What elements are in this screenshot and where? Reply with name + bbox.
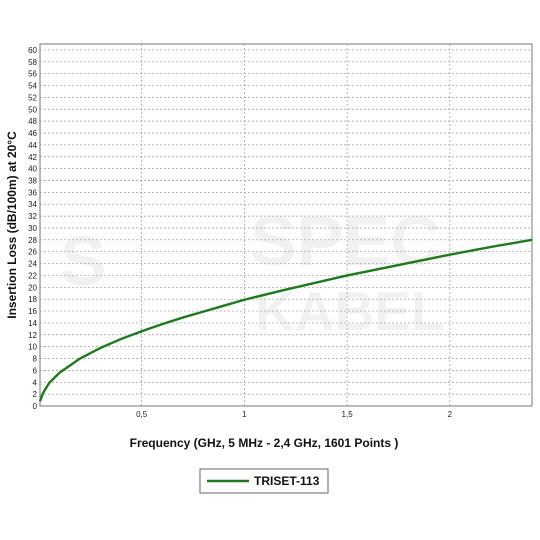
y-tick-label: 52 bbox=[28, 93, 37, 102]
y-tick-label: 18 bbox=[28, 295, 37, 304]
x-tick-label: 2 bbox=[448, 410, 453, 419]
x-tick-labels: 0,5 1 1,5 2 bbox=[136, 410, 452, 419]
svg-text:SPEC: SPEC bbox=[250, 202, 441, 280]
x-tick-label: 1 bbox=[242, 410, 247, 419]
x-tick-label: 0,5 bbox=[136, 410, 148, 419]
plot-area bbox=[39, 43, 533, 407]
y-tick-label: 0 bbox=[33, 402, 38, 411]
x-axis-title: Frequency (GHz, 5 MHz - 2,4 GHz, 1601 Po… bbox=[130, 436, 399, 450]
y-tick-label: 42 bbox=[28, 153, 37, 162]
y-tick-label: 26 bbox=[28, 248, 37, 257]
y-tick-label: 20 bbox=[28, 283, 37, 292]
watermark: S SPEC KABEL bbox=[60, 202, 444, 342]
y-tick-label: 40 bbox=[28, 165, 37, 174]
y-tick-label: 32 bbox=[28, 212, 37, 221]
y-tick-label: 14 bbox=[28, 319, 37, 328]
y-tick-label: 24 bbox=[28, 260, 37, 269]
y-tick-label: 36 bbox=[28, 188, 37, 197]
legend-label: TRISET-113 bbox=[254, 474, 320, 488]
y-tick-label: 16 bbox=[28, 307, 37, 316]
legend: TRISET-113 bbox=[199, 468, 329, 494]
y-axis-title: Insertion Loss (dB/100m) at 20°C bbox=[5, 131, 19, 319]
y-tick-label: 58 bbox=[28, 58, 37, 67]
y-tick-label: 46 bbox=[28, 129, 37, 138]
y-tick-label: 60 bbox=[28, 46, 37, 55]
y-gridlines bbox=[40, 49, 532, 395]
y-tick-label: 48 bbox=[28, 117, 37, 126]
y-tick-label: 10 bbox=[28, 343, 37, 352]
y-tick-label: 50 bbox=[28, 105, 37, 114]
y-tick-label: 4 bbox=[33, 378, 38, 387]
legend-box bbox=[199, 468, 329, 494]
y-tick-label: 28 bbox=[28, 236, 37, 245]
y-tick-label: 54 bbox=[28, 82, 37, 91]
y-tick-label: 56 bbox=[28, 70, 37, 79]
series-line-triset-113 bbox=[38, 238, 533, 402]
y-tick-label: 2 bbox=[33, 390, 38, 399]
y-tick-label: 8 bbox=[33, 355, 38, 364]
y-tick-label: 30 bbox=[28, 224, 37, 233]
y-tick-label: 22 bbox=[28, 271, 37, 280]
y-tick-label: 6 bbox=[33, 366, 38, 375]
y-tick-label: 44 bbox=[28, 141, 37, 150]
y-tick-labels: 0246810121416182022242628303234363840424… bbox=[28, 46, 37, 411]
svg-text:S: S bbox=[60, 222, 107, 300]
x-gridlines bbox=[141, 44, 451, 406]
y-tick-label: 34 bbox=[28, 200, 37, 209]
y-tick-label: 12 bbox=[28, 331, 37, 340]
x-tick-label: 1,5 bbox=[342, 410, 354, 419]
y-tick-label: 38 bbox=[28, 176, 37, 185]
